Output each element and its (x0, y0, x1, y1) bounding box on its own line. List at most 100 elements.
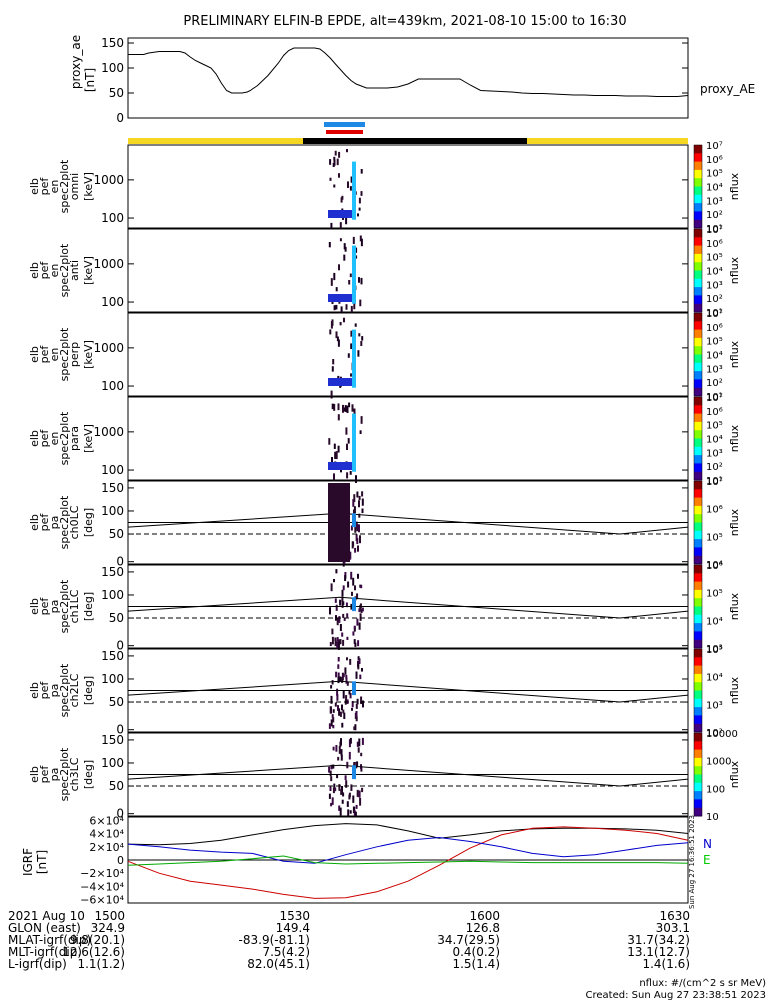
igrf-series-line (127, 826, 689, 899)
spectrogram-pixel (345, 217, 348, 225)
colorbar-frame (693, 312, 703, 397)
footer-value: 1.4(1.6) (642, 957, 690, 971)
colorbar-frame (693, 564, 703, 649)
footer-value: 31.7(34.2) (627, 933, 690, 947)
y-tick-label: 150 (101, 565, 124, 579)
y-axis-label: [deg] (82, 508, 95, 537)
footer-value: 1600 (469, 909, 500, 923)
y-axis-label: [nT] (35, 850, 49, 874)
spectrogram-pixel (334, 451, 337, 460)
colorbar-segment (694, 741, 702, 751)
spectrogram-pixel (349, 658, 352, 665)
y-axis-label: pa (48, 600, 61, 614)
spectrogram-pixel (361, 336, 364, 341)
spectrogram-pixel (338, 805, 341, 811)
y-axis-label: spec2plot (58, 579, 71, 633)
spectrogram-pixel (358, 197, 361, 204)
spectrogram-pixel (335, 671, 338, 678)
footer-row-label: MLT-igrf(dip) (8, 945, 82, 959)
spectrogram-flux-patch (352, 245, 356, 304)
spectrogram-flux-patch (352, 513, 356, 528)
spectrogram-pixel (329, 607, 331, 615)
spectrogram-pixel (332, 717, 335, 723)
colorbar-segment (694, 497, 702, 507)
colorbar-segment (694, 211, 702, 221)
spectrogram-pixel (342, 709, 345, 714)
y-tick-label: 100 (101, 588, 124, 602)
spectrogram-pixel (349, 810, 352, 814)
colorbar-segment (694, 707, 702, 716)
spectrogram-pixel (334, 598, 337, 603)
colorbar-tick-label: 10⁴ (706, 183, 723, 194)
colorbar-segment (694, 649, 702, 658)
y-axis-label: omni (68, 173, 81, 200)
spectrogram-pixel (341, 722, 344, 728)
colorbar-segment (694, 245, 702, 255)
spectrogram-pixel (344, 775, 347, 781)
colorbar-segment (694, 471, 702, 481)
colorbar-segment (694, 329, 702, 339)
spectrogram-pixel (358, 790, 361, 798)
spectrogram-pixel (357, 656, 360, 661)
spectrogram-pixel (335, 569, 338, 574)
colorbar-segment (694, 606, 702, 616)
colorbar-tick-label: 10² (706, 378, 723, 389)
footer-value: 12.6(12.6) (62, 945, 125, 959)
spectrogram-pixel (336, 774, 339, 779)
spectrogram-pixel (330, 719, 333, 727)
panel-frame (127, 396, 689, 481)
spectrogram-pixel (330, 776, 333, 782)
spectrogram-pixel (345, 695, 348, 703)
spectrogram-pixel (336, 688, 339, 696)
footer-row-label: MLAT-igrf(dip) (8, 933, 91, 947)
colorbar-segment (694, 463, 702, 473)
colorbar-frame (693, 396, 703, 481)
spectrogram-pixel (360, 752, 363, 757)
spectrogram-pixel (331, 366, 334, 372)
colorbar-segment (694, 514, 702, 523)
colorbar-segment (694, 565, 702, 574)
spectrogram-pixel (342, 404, 344, 413)
spectrogram-pixel (359, 235, 362, 242)
spectrogram-pixel (354, 547, 357, 553)
y-axis-label: ch2LC (68, 673, 81, 707)
spectrogram-pixel (344, 667, 347, 675)
spectrogram-pixel (337, 642, 340, 650)
spectrogram-pixel (354, 526, 357, 533)
colorbar-tick-label: 10⁴ (706, 267, 723, 278)
spectrogram-pixel (361, 607, 364, 612)
colorbar-segment (694, 766, 702, 775)
spectrogram-pixel (336, 694, 339, 701)
spectrogram-pixel (330, 695, 333, 704)
y-axis-label: pef (38, 513, 51, 532)
spectrogram-pixel (331, 628, 334, 635)
colorbar-tick-label: 10⁵ (706, 421, 723, 432)
spectrogram-pixel (339, 222, 342, 229)
y-axis-label: [nT] (83, 68, 97, 92)
colorbar-tick-label: 10⁵ (706, 532, 723, 543)
spectrogram-pixel (328, 793, 331, 799)
spectrogram-pixel (358, 608, 361, 613)
legend-N: N (703, 837, 712, 851)
anti-loss-cone-line (127, 512, 689, 535)
y-axis-label: [deg] (82, 676, 95, 705)
spectrogram-pixel (337, 375, 340, 380)
y-axis-label: elb (28, 682, 41, 699)
colorbar-tick-label: 10⁷ (706, 225, 723, 236)
spectrogram-pixel (332, 709, 335, 713)
spectrogram-flux-patch (328, 378, 352, 386)
colorbar-segment (694, 547, 702, 557)
spectrogram-pixel (355, 703, 358, 709)
colorbar-segment (694, 698, 702, 708)
spectrogram-pixel (357, 573, 359, 579)
spectrogram-pixel (338, 616, 341, 623)
spectrogram-pixel (354, 811, 357, 817)
spectrogram-pixel (342, 613, 345, 618)
figure-title: PRELIMINARY ELFIN-B EPDE, alt=439km, 202… (183, 14, 626, 29)
y-axis-label: spec2plot (58, 411, 71, 465)
spectrogram-pixel (338, 784, 341, 791)
spectrogram-pixel (335, 287, 338, 292)
spectrogram-pixel (330, 278, 333, 286)
spectrogram-pixel (333, 473, 335, 481)
spectrogram-pixel (344, 575, 347, 581)
